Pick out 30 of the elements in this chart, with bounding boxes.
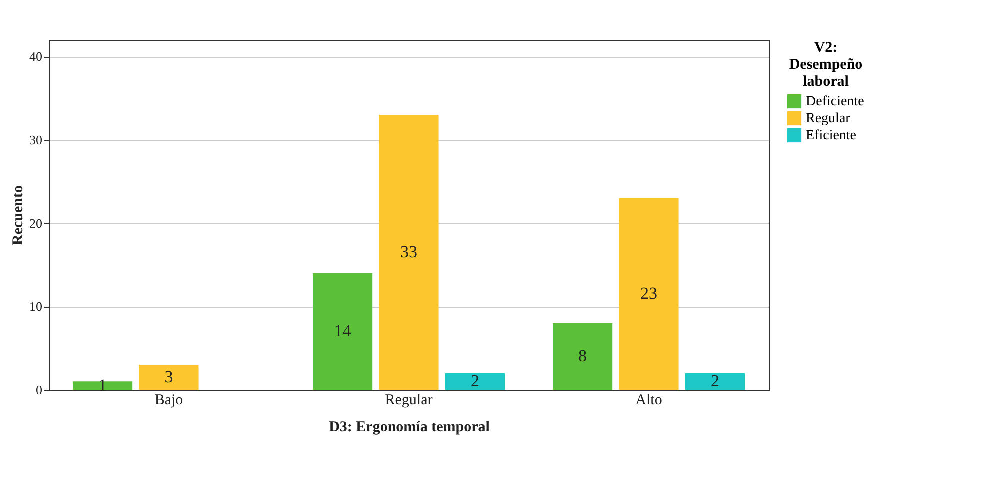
- bar: [619, 198, 679, 390]
- data-label: 33: [400, 242, 418, 262]
- legend-label: Deficiente: [806, 94, 864, 110]
- x-axis-title: D3: Ergonomía temporal: [329, 420, 490, 436]
- y-tick-label: 30: [30, 132, 42, 148]
- bar: [685, 373, 745, 390]
- y-axis-title: Recuento: [10, 186, 26, 246]
- y-tick-label: 10: [30, 299, 42, 314]
- bar: [445, 373, 505, 390]
- data-label: 1: [98, 376, 108, 395]
- data-label: 23: [640, 284, 658, 304]
- legend-label: Eficiente: [806, 128, 857, 144]
- bar: [313, 273, 373, 390]
- y-tick-label: 0: [36, 382, 42, 398]
- legend-title: V2: Desempeño laboral: [789, 40, 863, 90]
- data-label: 3: [164, 368, 174, 386]
- data-label: 2: [710, 372, 720, 391]
- data-label: 14: [334, 322, 352, 341]
- bar: [139, 365, 199, 390]
- data-label: 2: [470, 372, 480, 391]
- bar: [73, 382, 133, 390]
- bar: [379, 115, 439, 390]
- x-tick-label: Bajo: [154, 392, 184, 408]
- x-tick-label: Alto: [636, 392, 662, 408]
- bar: [553, 323, 613, 390]
- y-tick-label: 20: [30, 216, 42, 231]
- x-tick-label: Regular: [385, 392, 433, 408]
- legend-label: Regular: [806, 112, 851, 126]
- data-label: 8: [578, 346, 588, 366]
- y-tick-label: 40: [30, 49, 42, 64]
